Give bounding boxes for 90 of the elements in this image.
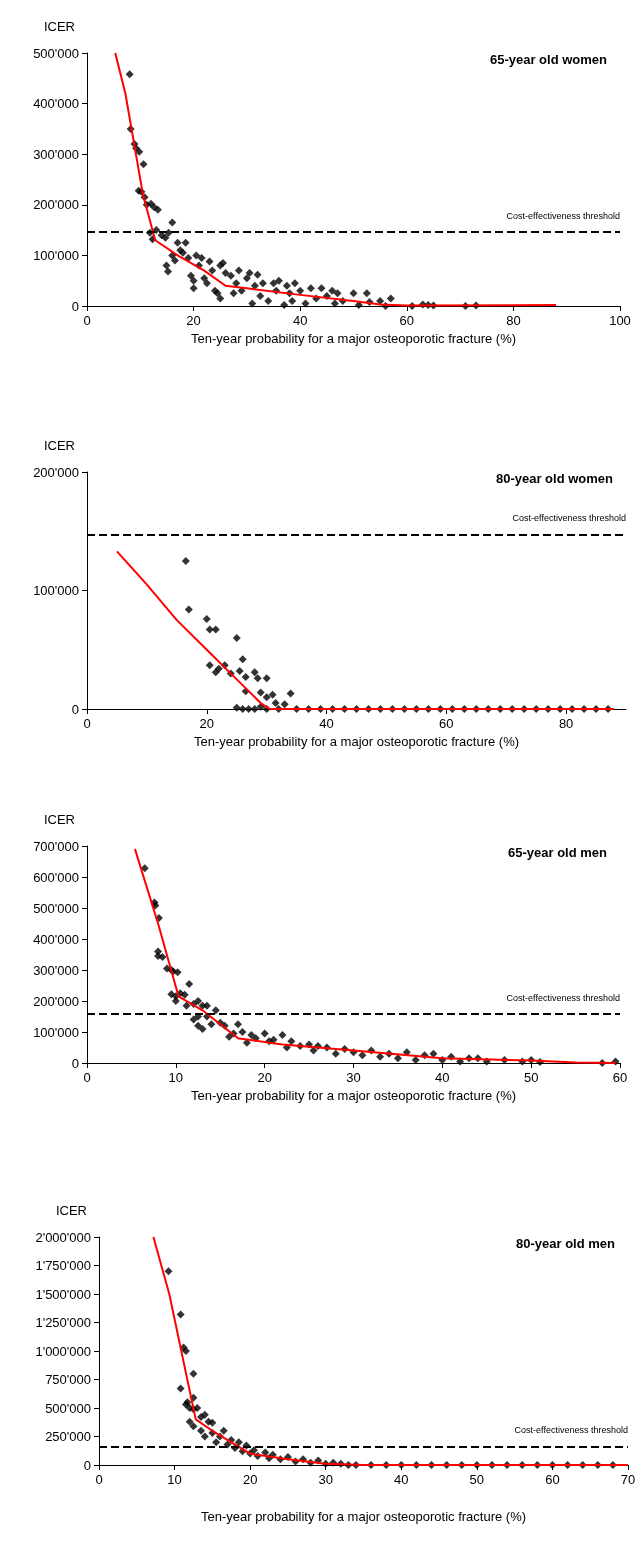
y-tick-label: 400'000 [33, 96, 79, 112]
x-tick-label: 60 [399, 313, 415, 328]
point [205, 661, 214, 670]
point [280, 700, 289, 709]
point [202, 614, 211, 623]
x-tick-label: 40 [292, 313, 308, 328]
x-tick-label: 80 [558, 716, 574, 731]
x-axis-title: Ten-year probability for a major osteoporotic fracture (%) [200, 1509, 527, 1524]
point [235, 667, 244, 676]
point [250, 705, 259, 713]
point [268, 690, 277, 699]
x-tick-label: 80 [506, 313, 521, 328]
y-tick-label: 400'000 [33, 931, 79, 947]
x-tick-label: 50 [523, 1070, 539, 1085]
y-tick-label: 200'000 [33, 464, 79, 480]
y-tick-label: 250'000 [45, 1429, 91, 1444]
y-tick-label: 0 [83, 1457, 91, 1473]
x-tick-label: 70 [620, 1472, 636, 1487]
x-tick-label: 20 [257, 1070, 272, 1085]
y-tick-label: 1'500'000 [35, 1286, 91, 1302]
x-tick-label: 30 [318, 1472, 333, 1487]
point [250, 668, 259, 677]
point [205, 625, 214, 634]
point [181, 556, 190, 565]
ref-line-label: Cost-effectiveness threshold [506, 992, 620, 1003]
x-tick-label: 20 [186, 313, 201, 328]
chart-title: 65-year old men [508, 845, 608, 860]
y-tick-label: 0 [71, 1055, 79, 1071]
y-tick-label: 200'000 [33, 197, 79, 213]
y-tick-label: 100'000 [33, 247, 79, 263]
y-tick-label: 500'000 [45, 1400, 91, 1416]
point [211, 625, 220, 634]
y-tick-label: 500'000 [33, 900, 79, 916]
x-tick-label: 30 [346, 1070, 361, 1085]
line-series [152, 1236, 629, 1466]
y-tick-label: 500'000 [33, 45, 79, 61]
point [214, 664, 223, 673]
x-tick-label: 20 [199, 716, 215, 731]
ref-line-label: Cost-effectiveness threshold [514, 1425, 628, 1436]
y-tick-label: 300'000 [33, 962, 79, 978]
x-tick-label: 0 [95, 1472, 103, 1487]
point [262, 693, 271, 702]
chart-title: 65-year old women [489, 52, 608, 67]
point [286, 689, 295, 698]
point [253, 674, 262, 683]
ref-line-label: Cost-effectiveness threshold [512, 513, 626, 524]
y-tick-label: 1'750'000 [35, 1258, 91, 1273]
chart-title: 80-year old men [516, 1236, 616, 1251]
y-tick-label: 2'000'000 [35, 1229, 91, 1245]
point [232, 703, 241, 712]
y-axis-title: ICER [43, 812, 75, 827]
x-tick-label: 40 [319, 716, 334, 731]
x-axis-title: Ten-year probability for a major osteoporotic fracture (%) [190, 330, 517, 346]
x-tick-label: 60 [439, 716, 454, 731]
y-tick-label: 100'000 [33, 583, 79, 598]
point [238, 655, 247, 664]
y-tick-label: 0 [71, 701, 79, 717]
point [232, 633, 241, 642]
x-tick-label: 40 [394, 1472, 409, 1487]
x-tick-label: 60 [612, 1070, 628, 1085]
y-tick-label: 1'250'000 [35, 1315, 91, 1330]
x-tick-label: 50 [469, 1472, 485, 1487]
point [238, 705, 247, 713]
x-axis-title: Ten-year probability for a major osteoporotic fracture (%) [193, 733, 520, 749]
y-tick-label: 100'000 [33, 1024, 79, 1040]
x-tick-label: 60 [545, 1472, 560, 1487]
y-tick-label: 0 [71, 298, 79, 314]
x-tick-label: 20 [242, 1472, 258, 1487]
x-tick-label: 10 [168, 1070, 184, 1085]
x-tick-label: 100 [609, 313, 631, 328]
point [184, 605, 193, 614]
y-axis-title: ICER [43, 19, 75, 34]
y-axis-title: ICER [43, 438, 75, 453]
y-tick-label: 1'000'000 [35, 1343, 91, 1359]
y-tick-label: 200'000 [33, 993, 79, 1009]
chart-title: 80-year old women [495, 471, 614, 486]
point [262, 674, 271, 683]
point [256, 688, 265, 697]
ref-line-label: Cost-effectiveness threshold [506, 210, 620, 221]
point [271, 699, 280, 708]
y-tick-label: 600'000 [33, 869, 79, 885]
x-axis-title: Ten-year probability for a major osteoporotic fracture (%) [190, 1087, 517, 1103]
x-tick-label: 10 [167, 1472, 182, 1487]
y-axis-title: ICER [55, 1203, 87, 1218]
y-tick-label: 300'000 [33, 146, 79, 162]
y-tick-label: 750'000 [45, 1372, 91, 1387]
point [244, 705, 253, 713]
point [241, 673, 250, 682]
y-tick-label: 700'000 [33, 838, 79, 854]
x-tick-label: 40 [435, 1070, 450, 1085]
